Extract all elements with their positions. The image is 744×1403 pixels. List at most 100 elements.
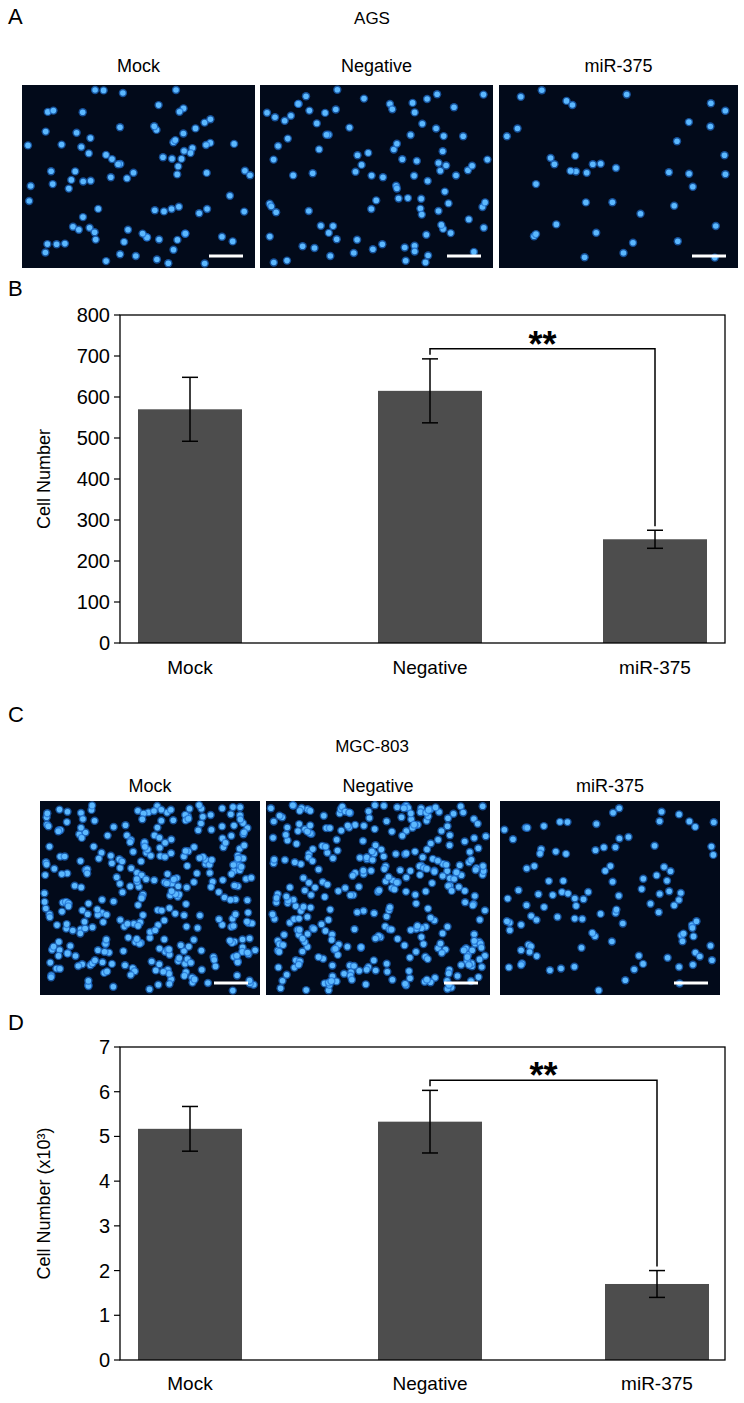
nucleus xyxy=(76,227,82,233)
nucleus xyxy=(547,967,553,973)
nucleus xyxy=(165,871,171,877)
nucleus-glow xyxy=(298,934,306,942)
nucleus-glow xyxy=(84,977,92,985)
nucleus xyxy=(171,877,177,883)
nucleus-glow xyxy=(721,170,729,178)
nucleus-glow xyxy=(123,920,131,928)
nucleus-glow xyxy=(624,833,632,841)
nucleus-glow xyxy=(382,817,390,825)
nucleus xyxy=(638,211,644,217)
nucleus-glow xyxy=(432,124,440,132)
nucleus xyxy=(360,838,366,844)
nucleus-glow xyxy=(246,171,254,179)
nucleus xyxy=(419,212,425,218)
nucleus xyxy=(376,888,382,894)
nucleus xyxy=(177,109,183,115)
nucleus-glow xyxy=(72,129,80,137)
nucleus xyxy=(111,984,117,990)
nucleus-glow xyxy=(230,140,238,148)
nucleus-glow xyxy=(46,913,54,921)
panel-letter: C xyxy=(8,702,24,727)
nucleus xyxy=(711,820,717,826)
nucleus-glow xyxy=(362,966,370,974)
nucleus xyxy=(95,907,101,913)
nucleus-glow xyxy=(175,108,183,116)
nucleus xyxy=(252,948,258,954)
nucleus xyxy=(413,892,419,898)
nucleus xyxy=(425,253,431,259)
nucleus xyxy=(111,824,117,830)
nucleus-glow xyxy=(164,259,172,267)
nucleus xyxy=(178,942,184,948)
nucleus xyxy=(79,144,85,150)
nucleus-glow xyxy=(400,941,408,949)
nucleus-glow xyxy=(368,856,376,864)
nucleus xyxy=(59,871,65,877)
nucleus-glow xyxy=(98,896,106,904)
nucleus-glow xyxy=(402,849,410,857)
nucleus xyxy=(197,855,203,861)
nucleus xyxy=(424,847,430,853)
nucleus-glow xyxy=(267,804,275,812)
nucleus-glow xyxy=(679,929,687,937)
nucleus-glow xyxy=(326,824,334,832)
nucleus xyxy=(182,973,188,979)
nucleus-glow xyxy=(71,167,79,175)
nucleus xyxy=(57,807,63,813)
nucleus xyxy=(322,894,328,900)
nucleus-glow xyxy=(369,245,377,253)
nucleus-glow xyxy=(291,858,299,866)
nucleus xyxy=(438,941,444,947)
nucleus xyxy=(358,944,364,950)
nucleus xyxy=(460,134,466,140)
nucleus-glow xyxy=(452,868,460,876)
nucleus xyxy=(46,824,52,830)
nucleus-glow xyxy=(398,832,406,840)
nucleus-glow xyxy=(42,127,50,135)
nucleus xyxy=(175,884,181,890)
nucleus xyxy=(96,856,102,862)
nucleus xyxy=(327,825,333,831)
nucleus-glow xyxy=(608,198,616,206)
nucleus xyxy=(380,174,386,180)
nucleus-glow xyxy=(359,866,367,874)
nucleus-glow xyxy=(163,879,171,887)
nucleus xyxy=(231,862,237,868)
nucleus-glow xyxy=(321,109,329,117)
nucleus xyxy=(157,845,163,851)
nucleus-glow xyxy=(523,864,531,872)
nucleus-glow xyxy=(175,203,183,211)
nucleus xyxy=(290,803,296,809)
nucleus xyxy=(247,936,253,942)
nucleus-glow xyxy=(127,971,135,979)
nucleus xyxy=(440,931,446,937)
panel-letter: A xyxy=(8,4,23,29)
nucleus xyxy=(666,170,672,176)
nucleus-glow xyxy=(572,902,580,910)
nucleus-glow xyxy=(71,952,79,960)
nucleus xyxy=(237,804,243,810)
nucleus-glow xyxy=(195,801,203,809)
nucleus xyxy=(120,90,126,96)
nucleus xyxy=(227,193,233,199)
image-label: Negative xyxy=(342,776,413,796)
nucleus xyxy=(330,856,336,862)
nucleus xyxy=(353,169,359,175)
nucleus-glow xyxy=(388,827,396,835)
nucleus xyxy=(47,844,53,850)
nucleus-glow xyxy=(311,883,319,891)
scale-bar xyxy=(692,255,726,258)
nucleus xyxy=(445,924,451,930)
nucleus-glow xyxy=(270,855,278,863)
nucleus-glow xyxy=(423,865,431,873)
nucleus xyxy=(534,953,540,959)
nucleus xyxy=(412,110,418,116)
nucleus xyxy=(341,971,347,977)
nucleus xyxy=(70,928,76,934)
nucleus-glow xyxy=(148,957,156,965)
nucleus xyxy=(133,253,139,259)
nucleus xyxy=(616,805,622,811)
nucleus xyxy=(518,94,524,100)
nucleus-glow xyxy=(145,985,153,993)
nucleus-glow xyxy=(302,92,310,100)
